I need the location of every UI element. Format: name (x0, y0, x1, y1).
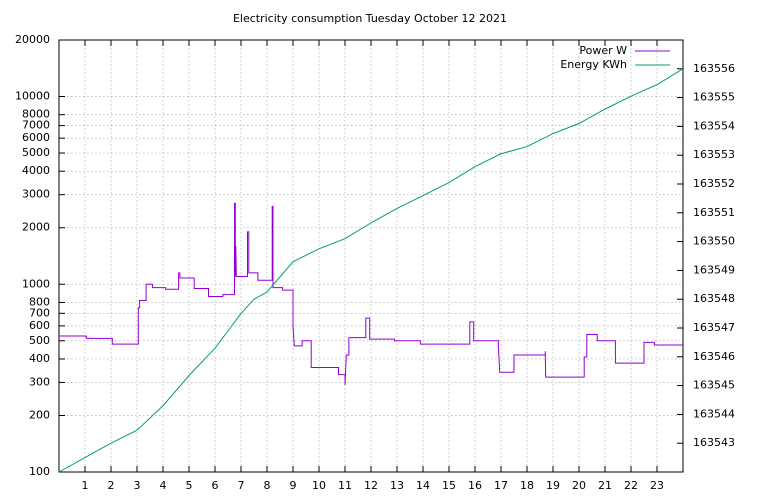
x-tick-label: 17 (494, 479, 508, 492)
y2-tick-label: 163550 (693, 235, 735, 248)
x-tick-label: 10 (312, 479, 326, 492)
x-tick-label: 18 (520, 479, 534, 492)
x-tick-label: 4 (160, 479, 167, 492)
y2-tick-label: 163546 (693, 350, 735, 363)
y2-tick-label: 163547 (693, 321, 735, 334)
x-tick-label: 9 (290, 479, 297, 492)
x-tick-label: 23 (650, 479, 664, 492)
y2-tick-label: 163545 (693, 379, 735, 392)
y-tick-label: 2000 (22, 221, 50, 234)
x-tick-label: 21 (598, 479, 612, 492)
y2-tick-label: 163548 (693, 292, 735, 305)
y2-tick-label: 163556 (693, 62, 735, 75)
x-tick-label: 16 (468, 479, 482, 492)
x-tick-label: 20 (572, 479, 586, 492)
series-line (58, 68, 684, 473)
y-tick-label: 6000 (22, 131, 50, 144)
y-tick-label: 800 (29, 295, 50, 308)
chart-title: Electricity consumption Tuesday October … (233, 12, 507, 25)
x-tick-label: 12 (364, 479, 378, 492)
y-tick-label: 8000 (22, 108, 50, 121)
y-tick-label: 700 (29, 306, 50, 319)
series-line (59, 202, 683, 386)
y-tick-label: 100 (29, 465, 50, 478)
x-tick-label: 3 (134, 479, 141, 492)
y-tick-label: 20000 (15, 33, 50, 46)
y2-tick-label: 163551 (693, 206, 735, 219)
x-tick-label: 13 (390, 479, 404, 492)
y-tick-label: 1000 (22, 277, 50, 290)
y-tick-label: 500 (29, 334, 50, 347)
y-tick-label: 7000 (22, 119, 50, 132)
x-tick-label: 6 (212, 479, 219, 492)
y-tick-label: 3000 (22, 188, 50, 201)
y2-tick-label: 163543 (693, 436, 735, 449)
x-tick-label: 15 (442, 479, 456, 492)
y-tick-label: 200 (29, 408, 50, 421)
x-tick-label: 14 (416, 479, 430, 492)
x-tick-label: 5 (186, 479, 193, 492)
y-tick-label: 400 (29, 352, 50, 365)
x-tick-label: 19 (546, 479, 560, 492)
y2-tick-label: 163544 (693, 407, 735, 420)
y-tick-label: 600 (29, 319, 50, 332)
y-tick-label: 10000 (15, 90, 50, 103)
x-tick-label: 2 (108, 479, 115, 492)
plot-border (58, 39, 684, 473)
x-tick-label: 22 (624, 479, 638, 492)
x-tick-label: 7 (238, 479, 245, 492)
y2-tick-label: 163553 (693, 148, 735, 161)
y2-tick-label: 163549 (693, 263, 735, 276)
y2-tick-label: 163554 (693, 119, 735, 132)
y2-tick-label: 163555 (693, 91, 735, 104)
y2-tick-label: 163552 (693, 177, 735, 190)
y-tick-label: 4000 (22, 164, 50, 177)
y-tick-label: 5000 (22, 146, 50, 159)
y-tick-label: 300 (29, 375, 50, 388)
x-tick-label: 1 (82, 479, 89, 492)
legend-label: Power W (579, 44, 627, 57)
legend-label: Energy KWh (560, 58, 627, 71)
x-tick-label: 8 (264, 479, 271, 492)
x-tick-label: 11 (338, 479, 352, 492)
